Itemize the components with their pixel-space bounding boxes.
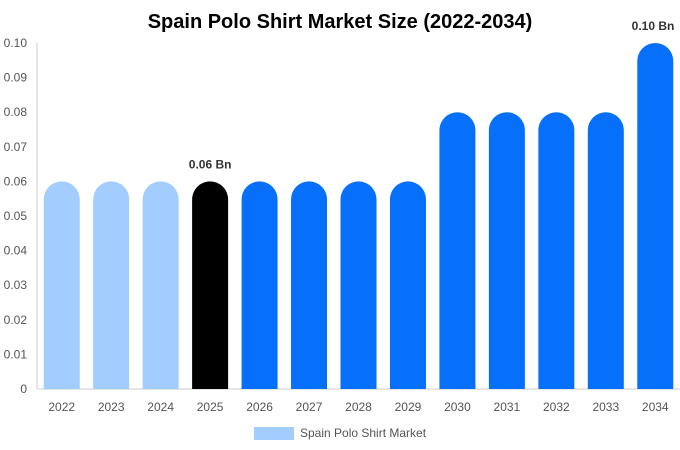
bar-2026[interactable] <box>241 181 278 389</box>
x-tick-label: 2025 <box>197 400 224 414</box>
bars-group <box>43 43 674 389</box>
y-tick-label: 0.06 <box>4 174 28 188</box>
bar-2027[interactable] <box>291 181 328 389</box>
legend[interactable]: Spain Polo Shirt Market <box>254 426 427 440</box>
x-tick-label: 2031 <box>494 400 521 414</box>
x-tick-label: 2030 <box>444 400 471 414</box>
y-tick-label: 0.03 <box>4 278 28 292</box>
x-tick-label: 2032 <box>543 400 570 414</box>
legend-label: Spain Polo Shirt Market <box>300 426 427 440</box>
y-tick-label: 0.09 <box>4 71 28 85</box>
chart-title: Spain Polo Shirt Market Size (2022-2034) <box>148 11 533 33</box>
data-label-2025: 0.06 Bn <box>189 157 232 171</box>
x-tick-label: 2029 <box>395 400 422 414</box>
x-tick-label: 2034 <box>642 400 669 414</box>
bar-2033[interactable] <box>587 112 624 389</box>
bar-2030[interactable] <box>439 112 476 389</box>
y-tick-label: 0.04 <box>4 244 28 258</box>
bar-2024[interactable] <box>142 181 179 389</box>
bar-2025[interactable] <box>192 181 229 389</box>
x-tick-label: 2023 <box>98 400 125 414</box>
bar-2028[interactable] <box>340 181 377 389</box>
x-axis: 2022 2023 2024 2025 2026 2027 2028 2029 2030 2031… <box>37 388 680 414</box>
y-tick-label: 0.02 <box>4 313 28 327</box>
data-labels-group: 0.06 Bn 0.10 Bn <box>189 19 675 171</box>
bar-2031[interactable] <box>488 112 525 389</box>
y-tick-label: 0.10 <box>4 36 28 50</box>
bar-2023[interactable] <box>93 181 130 389</box>
x-tick-label: 2027 <box>296 400 323 414</box>
bar-2032[interactable] <box>538 112 575 389</box>
bar-2034[interactable] <box>637 43 674 389</box>
data-label-2034: 0.10 Bn <box>632 19 675 33</box>
x-tick-label: 2024 <box>147 400 174 414</box>
bar-2029[interactable] <box>389 181 426 389</box>
bar-2022[interactable] <box>43 181 80 389</box>
y-tick-label: 0 <box>20 382 27 396</box>
y-tick-label: 0.01 <box>4 347 28 361</box>
x-tick-label: 2022 <box>48 400 75 414</box>
x-tick-label: 2026 <box>246 400 273 414</box>
y-tick-label: 0.05 <box>4 209 28 223</box>
y-tick-label: 0.08 <box>4 105 28 119</box>
y-axis: 0 0.01 0.02 0.03 0.04 0.05 0.06 0.07 0.08 0.09 0.1… <box>4 36 38 396</box>
y-tick-label: 0.07 <box>4 140 28 154</box>
legend-swatch <box>254 427 294 440</box>
x-tick-label: 2033 <box>592 400 619 414</box>
x-tick-label: 2028 <box>345 400 372 414</box>
